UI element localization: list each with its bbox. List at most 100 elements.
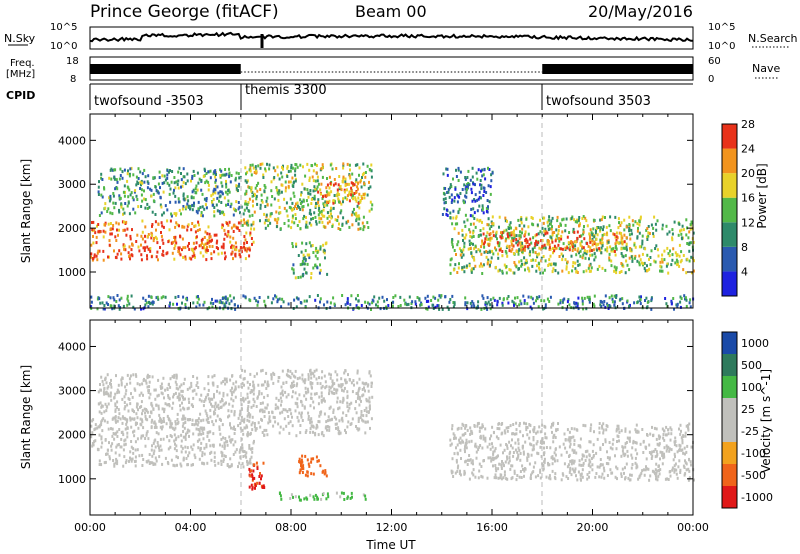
echo-cell	[337, 215, 340, 219]
echo-cell	[464, 236, 467, 240]
echo-cell	[120, 378, 123, 382]
echo-cell	[163, 407, 166, 411]
echo-cell	[505, 237, 508, 241]
echo-cell	[203, 246, 205, 250]
echo-cell	[656, 219, 659, 223]
echo-cell	[141, 420, 144, 424]
echo-cell	[350, 189, 353, 193]
echo-cell	[314, 187, 317, 191]
echo-cell	[652, 449, 655, 453]
echo-cell	[366, 301, 369, 305]
echo-cell	[104, 202, 107, 206]
echo-cell	[235, 448, 238, 452]
echo-cell	[616, 240, 619, 244]
echo-cell	[603, 300, 606, 303]
echo-cell	[512, 244, 515, 248]
echo-cell	[629, 473, 631, 477]
echo-cell	[376, 300, 379, 304]
echo-cell	[103, 186, 105, 190]
echo-cell	[106, 210, 109, 213]
echo-cell	[306, 188, 309, 192]
echo-cell	[263, 212, 266, 216]
echo-cell	[262, 173, 265, 177]
echo-cell	[346, 297, 349, 301]
echo-cell	[144, 234, 146, 238]
echo-cell	[192, 443, 195, 447]
echo-cell	[202, 418, 205, 422]
echo-cell	[314, 433, 317, 437]
echo-cell	[319, 188, 322, 192]
echo-cell	[362, 193, 365, 196]
echo-cell	[453, 302, 456, 306]
echo-cell	[623, 228, 626, 232]
echo-cell	[461, 188, 464, 191]
echo-cell	[492, 464, 494, 468]
echo-cell	[529, 442, 532, 446]
echo-cell	[291, 267, 294, 271]
echo-cell	[239, 398, 242, 402]
echo-cell	[274, 294, 276, 298]
echo-cell	[636, 235, 639, 239]
echo-cell	[138, 393, 141, 397]
echo-cell	[161, 425, 164, 429]
echo-cell	[350, 181, 353, 185]
echo-cell	[459, 192, 462, 195]
echo-cell	[245, 189, 248, 193]
echo-cell	[166, 219, 169, 223]
echo-cell	[541, 245, 544, 249]
echo-cell	[496, 237, 498, 241]
echo-cell	[674, 462, 677, 466]
echo-cell	[270, 377, 273, 381]
echo-cell	[312, 169, 315, 173]
echo-cell	[523, 469, 526, 473]
echo-cell	[492, 222, 495, 226]
echo-cell	[347, 420, 350, 424]
echo-cell	[91, 431, 94, 435]
echo-cell	[239, 412, 242, 416]
echo-cell	[310, 202, 313, 205]
echo-cell	[102, 383, 105, 387]
echo-cell	[489, 232, 492, 236]
echo-cell	[501, 250, 504, 253]
echo-cell	[280, 305, 283, 309]
echo-cell	[596, 233, 599, 237]
echo-cell	[217, 461, 220, 465]
echo-cell	[351, 182, 354, 186]
echo-cell	[589, 429, 592, 433]
echo-cell	[497, 252, 500, 256]
echo-cell	[535, 442, 538, 446]
echo-cell	[245, 451, 248, 455]
echo-cell	[126, 426, 129, 430]
echo-cell	[251, 213, 254, 217]
echo-cell	[681, 224, 684, 228]
echo-cell	[364, 192, 366, 196]
echo-cell	[589, 440, 592, 444]
echo-cell	[245, 231, 248, 235]
echo-cell	[214, 184, 217, 188]
echo-cell	[498, 215, 501, 219]
echo-cell	[574, 247, 577, 251]
echo-cell	[249, 233, 252, 237]
echo-cell	[109, 228, 112, 232]
echo-cell	[595, 451, 598, 455]
echo-cell	[240, 250, 243, 254]
echo-cell	[212, 444, 215, 448]
echo-cell	[200, 432, 203, 436]
echo-cell	[459, 469, 461, 473]
echo-cell	[129, 237, 132, 241]
echo-cell	[586, 295, 589, 299]
echo-cell	[229, 465, 232, 469]
echo-cell	[166, 414, 169, 418]
echo-cell	[573, 439, 576, 443]
echo-cell	[244, 200, 247, 204]
echo-cell	[496, 241, 499, 245]
echo-cell	[328, 220, 331, 224]
echo-cell	[555, 234, 558, 238]
echo-cell	[305, 220, 308, 224]
echo-cell	[342, 177, 345, 181]
echo-cell	[551, 240, 554, 244]
echo-cell	[249, 432, 252, 436]
echo-cell	[573, 470, 576, 474]
echo-cell	[310, 197, 313, 201]
echo-cell	[451, 222, 454, 226]
